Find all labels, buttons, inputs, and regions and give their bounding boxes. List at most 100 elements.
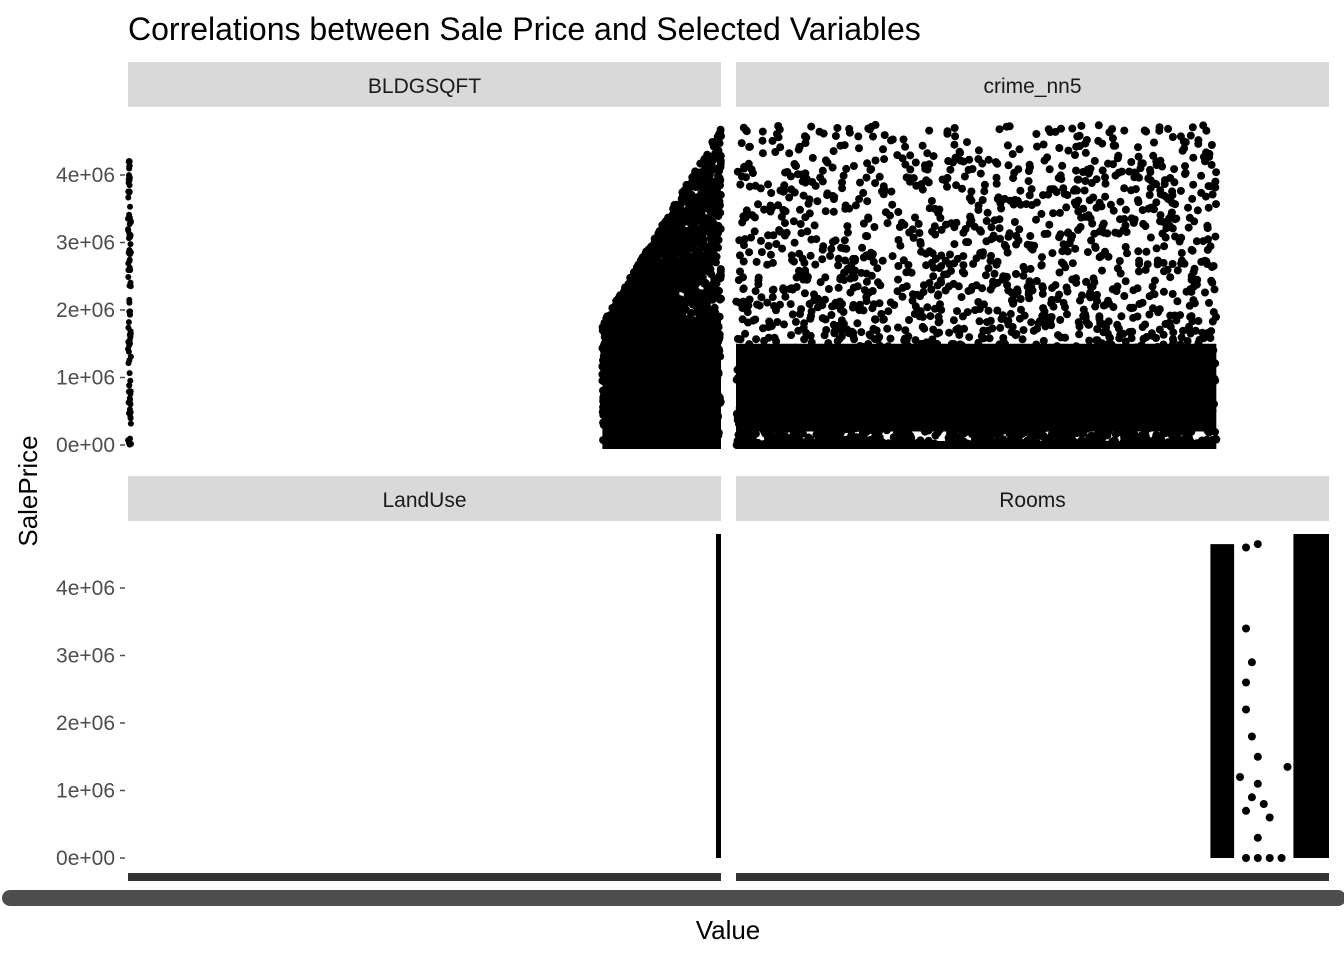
data-point: [849, 385, 858, 394]
data-point: [1059, 298, 1068, 307]
data-point: [1053, 342, 1062, 351]
data-point: [911, 302, 920, 311]
data-point: [1135, 260, 1144, 268]
data-point: [1203, 426, 1212, 435]
data-point: [836, 273, 845, 282]
data-point: [1207, 141, 1216, 149]
data-point: [630, 418, 639, 427]
data-point: [800, 289, 809, 298]
data-point: [1022, 352, 1031, 361]
data-point: [1081, 148, 1090, 157]
data-point: [1074, 318, 1083, 327]
data-point: [706, 430, 715, 439]
data-point: [1202, 359, 1211, 368]
data-point: [953, 307, 961, 316]
data-point: [681, 375, 690, 384]
data-point: [869, 258, 878, 266]
data-point: [643, 263, 652, 272]
data-point: [766, 201, 775, 210]
data-point: [636, 273, 645, 282]
data-point: [887, 373, 896, 381]
data-point: [942, 358, 951, 367]
data-point: [845, 399, 854, 408]
data-point: [1159, 287, 1168, 296]
data-point: [698, 320, 707, 329]
data-point: [809, 396, 818, 405]
data-point: [1077, 213, 1086, 222]
data-point: [1074, 225, 1083, 234]
data-point: [1103, 379, 1112, 388]
data-point: [654, 285, 663, 294]
data-point: [1176, 404, 1185, 413]
data-point: [1141, 320, 1150, 329]
data-point: [830, 432, 839, 441]
data-point: [1031, 371, 1040, 379]
data-point: [1071, 151, 1079, 159]
data-point: [653, 368, 662, 377]
data-point: [735, 251, 744, 260]
data-point: [1098, 166, 1107, 175]
data-point: [648, 256, 657, 264]
data-point: [995, 224, 1004, 233]
data-point: [913, 391, 922, 400]
data-point: [873, 344, 882, 353]
data-point: [864, 214, 873, 223]
data-point: [643, 312, 652, 321]
data-point: [661, 410, 670, 419]
data-point: [983, 208, 992, 217]
data-point: [767, 189, 776, 197]
data-point: [1121, 390, 1130, 399]
data-point: [776, 300, 784, 309]
data-point: [1050, 363, 1059, 372]
data-point: [1160, 242, 1169, 251]
data-point: [1170, 165, 1179, 174]
data-point: [1098, 139, 1107, 148]
data-point: [614, 392, 623, 400]
data-point: [664, 279, 673, 288]
data-point: [830, 301, 839, 310]
data-point: [924, 178, 933, 187]
data-point: [1116, 197, 1125, 206]
data-point: [943, 129, 952, 138]
data-point: [1081, 139, 1090, 148]
data-point: [1068, 275, 1077, 284]
data-point: [886, 298, 895, 307]
data-point: [998, 275, 1007, 284]
data-point: [616, 411, 625, 420]
data-point: [1094, 121, 1103, 130]
data-point: [697, 374, 706, 382]
data-point: [745, 295, 754, 304]
data-point: [1168, 260, 1177, 268]
data-point: [987, 251, 995, 260]
data-point: [884, 342, 893, 351]
data-point: [826, 398, 834, 407]
data-point: [612, 302, 621, 311]
data-point: [125, 188, 133, 196]
data-point: [887, 187, 896, 196]
data-point: [1187, 245, 1196, 254]
data-point: [668, 251, 677, 260]
data-point: [977, 227, 985, 236]
data-point: [1095, 198, 1104, 207]
data-point: [651, 234, 659, 243]
data-point: [967, 196, 976, 205]
points-group: [732, 120, 1221, 449]
data-point: [893, 428, 901, 437]
data-point: [735, 394, 744, 403]
data-point: [1026, 264, 1035, 273]
data-point: [125, 319, 132, 326]
data-point: [611, 364, 619, 373]
data-point: [684, 283, 693, 292]
data-point: [624, 283, 633, 292]
data-point: [1041, 424, 1050, 432]
data-point: [765, 374, 774, 383]
data-point: [951, 425, 960, 434]
data-point: [1095, 312, 1104, 321]
data-point: [1111, 141, 1120, 150]
data-point: [1032, 340, 1041, 349]
data-point: [835, 334, 844, 343]
data-point: [902, 417, 911, 426]
data-point: [1184, 389, 1193, 398]
data-point: [768, 286, 777, 295]
data-point: [1037, 261, 1046, 269]
